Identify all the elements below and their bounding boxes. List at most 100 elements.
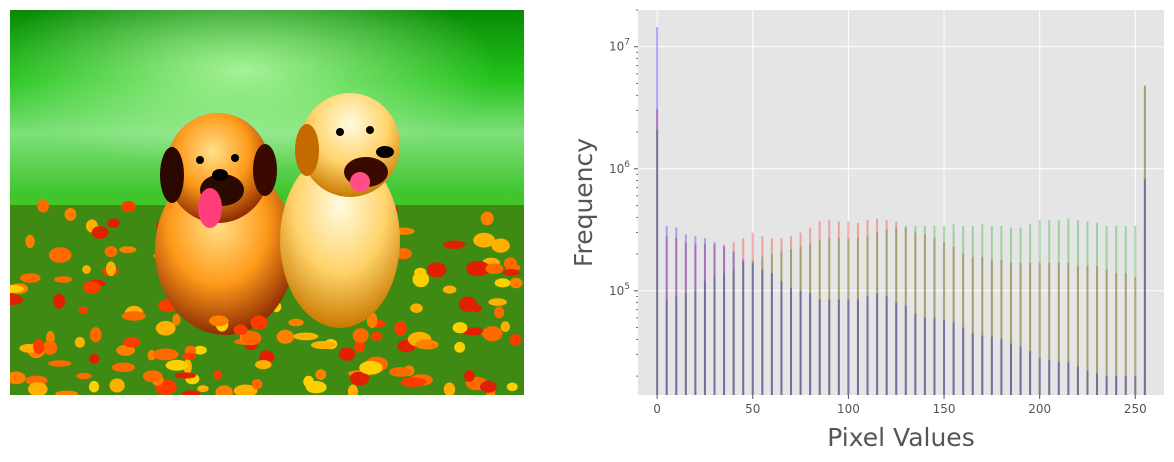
histogram-bar [694, 290, 697, 395]
flower [233, 324, 248, 336]
histogram-bar [1009, 262, 1012, 395]
histogram-bar [809, 244, 812, 395]
histogram-bar [876, 218, 879, 395]
histogram-bar [799, 246, 802, 395]
histogram-bar [790, 288, 793, 395]
flower [400, 377, 427, 388]
flower [213, 370, 223, 380]
flower [142, 370, 163, 383]
histogram-bar [694, 244, 697, 395]
flower [480, 380, 497, 393]
histogram-bar [818, 299, 821, 395]
histogram-bar [742, 262, 745, 395]
histogram-bar [1067, 218, 1070, 395]
flower [215, 385, 233, 395]
histogram-bar [1019, 262, 1022, 395]
histogram-bar [1124, 272, 1127, 395]
histogram-bar [1057, 362, 1060, 395]
flower [488, 298, 507, 306]
flower [466, 260, 490, 277]
histogram-bar [1124, 376, 1127, 395]
flower [48, 360, 72, 367]
histogram-bar [656, 129, 659, 395]
histogram-bar [1067, 362, 1070, 395]
flower [371, 331, 383, 341]
histogram-bar [1115, 272, 1118, 395]
flower [315, 369, 327, 380]
histogram-bar [1048, 262, 1051, 395]
flower [471, 304, 482, 313]
histogram-bar [713, 276, 716, 395]
flower [233, 384, 258, 395]
histogram-bar [962, 254, 965, 395]
histogram-bar [809, 293, 812, 395]
flower [288, 318, 304, 327]
flower [28, 382, 48, 395]
flower [310, 341, 336, 349]
flower [443, 240, 466, 249]
flower [197, 385, 209, 393]
flower [74, 336, 86, 348]
histogram-bar [1076, 366, 1079, 395]
histogram-bar [1029, 224, 1032, 395]
histogram-bar [1067, 262, 1070, 395]
flower [255, 360, 272, 370]
flower [347, 384, 358, 395]
histogram-bar [694, 236, 697, 395]
histogram-bar [923, 225, 926, 395]
histogram-bar [856, 238, 859, 395]
flower [415, 339, 439, 350]
histogram-bar [665, 299, 668, 395]
flower [82, 281, 101, 294]
flower [10, 371, 26, 385]
histogram-bar [1096, 265, 1099, 395]
flower [293, 332, 319, 341]
histogram-bar [943, 319, 946, 395]
x-tick-label: 250 [1124, 402, 1147, 416]
histogram-bar [962, 225, 965, 395]
flower [88, 380, 100, 393]
histogram-bar [1096, 222, 1099, 395]
x-tick-label: 50 [745, 402, 760, 416]
histogram-bar [981, 224, 984, 395]
histogram-bar [952, 322, 955, 395]
histogram-bar [1143, 85, 1146, 395]
flower [54, 276, 73, 283]
histogram-bar [1076, 265, 1079, 395]
flower [105, 261, 116, 276]
puppy-right [280, 93, 400, 328]
flower [25, 375, 48, 386]
histogram-bar [1057, 220, 1060, 395]
histogram-bar [923, 234, 926, 395]
histogram-bar [1038, 262, 1041, 395]
histogram-bar [1134, 276, 1137, 395]
flower [338, 347, 356, 361]
flower [303, 375, 314, 388]
histogram-bar [1086, 265, 1089, 395]
histogram-bar [1000, 259, 1003, 395]
histogram-bar [675, 238, 678, 395]
histogram-bar [1000, 339, 1003, 395]
histogram-bar [732, 242, 735, 395]
histogram-bar [1115, 376, 1118, 395]
histogram-bar [770, 238, 773, 395]
flower [121, 201, 136, 212]
histogram-bar [1009, 227, 1012, 395]
histogram-bar [1134, 376, 1137, 395]
flower [414, 267, 427, 277]
histogram-bar [895, 221, 898, 395]
histogram-bar [790, 249, 793, 395]
gridlines [638, 10, 1164, 395]
flower [37, 199, 49, 213]
flower [509, 334, 522, 346]
x-tick-label: 0 [653, 402, 661, 416]
histogram-bar [981, 256, 984, 395]
flower [349, 371, 370, 386]
histogram-bar [684, 234, 687, 395]
histogram-bars [656, 27, 1146, 395]
histogram-bar [1143, 179, 1146, 395]
y-tick-label: 105 [609, 282, 630, 298]
flower [111, 362, 135, 372]
histogram-bar [1105, 225, 1108, 395]
histogram-bar [818, 240, 821, 395]
